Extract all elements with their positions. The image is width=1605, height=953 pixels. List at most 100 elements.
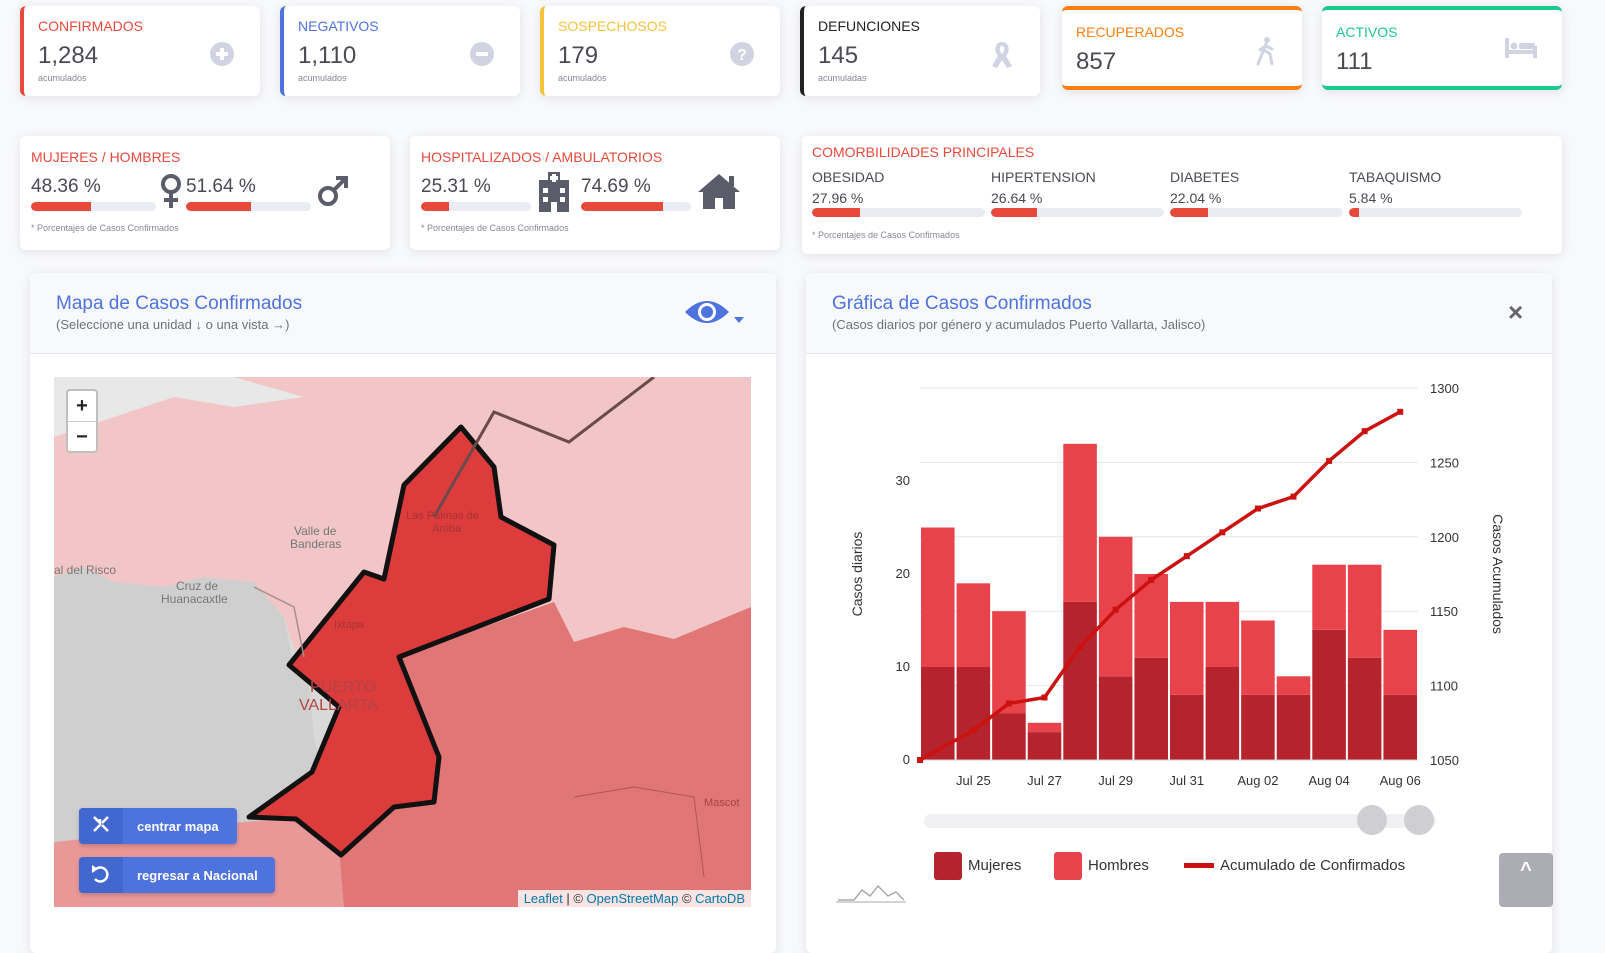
bar-hombres bbox=[1241, 620, 1275, 695]
return-national-label: regresar a Nacional bbox=[137, 868, 258, 883]
leaflet-link[interactable]: Leaflet bbox=[523, 891, 563, 906]
comorbidity-value: 27.96 % bbox=[812, 190, 864, 206]
point-acumulado bbox=[1077, 643, 1084, 650]
y-tick-label: 10 bbox=[896, 659, 910, 674]
point-acumulado bbox=[1254, 505, 1261, 512]
caret-down-icon bbox=[734, 317, 744, 323]
comorbidity-bar bbox=[991, 208, 1164, 217]
range-slider-handle-right[interactable] bbox=[1404, 805, 1434, 835]
stat-value: 1,284 bbox=[38, 42, 99, 69]
stat-card-recuperados: RECUPERADOS 857 bbox=[1062, 6, 1302, 90]
bar-hombres bbox=[992, 611, 1026, 714]
gender-note: * Porcentajes de Casos Confirmados bbox=[31, 223, 179, 233]
x-tick-label: Aug 06 bbox=[1380, 773, 1421, 788]
gender-card: MUJERES / HOMBRES 48.36 % 51.64 % * Porc… bbox=[20, 136, 390, 250]
point-acumulado bbox=[1005, 700, 1012, 707]
bar-mujeres bbox=[1276, 694, 1311, 760]
bar-mujeres bbox=[1205, 667, 1240, 760]
point-acumulado bbox=[1290, 493, 1297, 500]
bar-hombres bbox=[921, 527, 955, 667]
place-label: Huanacaxtle bbox=[161, 592, 228, 606]
map-panel-header: Mapa de Casos Confirmados (Seleccione un… bbox=[30, 273, 776, 354]
x-tick-label: Aug 04 bbox=[1308, 773, 1349, 788]
stat-subtitle: acumulados bbox=[298, 73, 347, 83]
ambulatory-bar bbox=[581, 202, 691, 211]
cases-chart: 0 10 20 30 1050 1100 1150 1200 1250 1300 Jul 25 Jul… bbox=[849, 381, 1506, 788]
osm-link[interactable]: OpenStreetMap bbox=[586, 891, 679, 906]
legend-label-mujeres[interactable]: Mujeres bbox=[968, 857, 1022, 874]
comorbidity-label: HIPERTENSION bbox=[991, 169, 1096, 185]
bar-mujeres bbox=[992, 713, 1026, 760]
center-map-button[interactable]: centrar mapa bbox=[79, 808, 237, 844]
zoom-out-button[interactable]: − bbox=[76, 426, 88, 448]
gender-title: MUJERES / HOMBRES bbox=[31, 149, 181, 165]
ambulatory-percentage: 74.69 % bbox=[581, 176, 651, 197]
comorbidities-title: COMORBILIDADES PRINCIPALES bbox=[812, 144, 1035, 160]
range-slider-handle-left[interactable] bbox=[1357, 805, 1387, 835]
women-bar bbox=[31, 202, 156, 211]
place-label: Cruz de bbox=[176, 579, 219, 593]
stat-value: 857 bbox=[1076, 48, 1117, 75]
map-panel-subtitle: (Seleccione una unidad ↓ o una vista →) bbox=[56, 317, 290, 332]
stat-title: SOSPECHOSOS bbox=[558, 18, 667, 34]
question-circle-icon: ? bbox=[728, 40, 756, 73]
legend-swatch-acumulado[interactable] bbox=[1184, 863, 1214, 868]
return-national-button[interactable]: regresar a Nacional bbox=[79, 857, 275, 893]
stat-value: 111 bbox=[1336, 48, 1373, 75]
legend-swatch-mujeres[interactable] bbox=[934, 852, 962, 880]
y2-tick-label: 1300 bbox=[1430, 381, 1459, 396]
undo-icon bbox=[92, 865, 109, 883]
stat-title: RECUPERADOS bbox=[1076, 24, 1185, 40]
comorbidity-label: TABAQUISMO bbox=[1349, 169, 1442, 185]
y2-tick-label: 1250 bbox=[1430, 455, 1459, 470]
stat-subtitle: acumuladas bbox=[818, 73, 867, 83]
stat-title: CONFIRMADOS bbox=[38, 18, 143, 34]
bar-hombres bbox=[1027, 722, 1062, 733]
range-slider-track[interactable] bbox=[924, 814, 1436, 828]
legend-label-acumulado[interactable]: Acumulado de Confirmados bbox=[1220, 857, 1406, 874]
line-acumulado bbox=[919, 410, 1402, 762]
x-tick-label: Aug 02 bbox=[1237, 773, 1278, 788]
point-acumulado bbox=[1148, 576, 1155, 583]
bar-mujeres bbox=[956, 667, 991, 760]
point-acumulado bbox=[1397, 408, 1404, 415]
compress-icon bbox=[93, 816, 109, 832]
x-tick-label: Jul 27 bbox=[1027, 773, 1062, 788]
comorbidity-bar bbox=[1349, 208, 1522, 217]
legend-label-hombres[interactable]: Hombres bbox=[1088, 857, 1149, 874]
stat-card-confirmados: CONFIRMADOS 1,284 acumulados bbox=[20, 6, 260, 96]
comorbidity-bar bbox=[1170, 208, 1343, 217]
home-icon bbox=[696, 172, 742, 215]
stat-subtitle: acumulados bbox=[38, 73, 87, 83]
center-map-label: centrar mapa bbox=[137, 819, 219, 834]
chart-panel-header: Gráfica de Casos Confirmados (Casos diar… bbox=[806, 273, 1552, 354]
place-label: Ixtapa bbox=[334, 619, 364, 631]
hospital-title: HOSPITALIZADOS / AMBULATORIOS bbox=[421, 149, 663, 165]
map-panel-title: Mapa de Casos Confirmados bbox=[56, 293, 303, 314]
view-dropdown[interactable] bbox=[684, 295, 748, 331]
stat-card-activos: ACTIVOS 111 bbox=[1322, 6, 1562, 90]
bar-mujeres bbox=[1312, 629, 1346, 760]
x-tick-label: Jul 25 bbox=[956, 773, 991, 788]
y-tick-label: 0 bbox=[903, 752, 910, 767]
zoom-in-button[interactable]: + bbox=[68, 391, 96, 422]
chart-zoom-icon[interactable] bbox=[836, 882, 906, 909]
bar-mujeres bbox=[1098, 676, 1133, 760]
stat-card-defunciones: DEFUNCIONES 145 acumuladas bbox=[800, 6, 1040, 96]
place-label: Arriba bbox=[432, 523, 462, 535]
hospitalized-percentage: 25.31 % bbox=[421, 176, 491, 197]
scroll-top-button[interactable]: ^ bbox=[1499, 853, 1553, 907]
stat-card-negativos: NEGATIVOS 1,110 acumulados bbox=[280, 6, 520, 96]
chart-panel-title: Gráfica de Casos Confirmados bbox=[832, 293, 1092, 314]
eye-icon bbox=[685, 301, 744, 323]
comorbidity-bar bbox=[812, 208, 985, 217]
cartodb-link[interactable]: CartoDB bbox=[695, 891, 745, 906]
bar-hombres bbox=[1205, 601, 1240, 667]
legend-swatch-hombres[interactable] bbox=[1054, 852, 1082, 880]
men-percentage: 51.64 % bbox=[186, 176, 256, 197]
map-area[interactable]: Valle de Banderas al del Risco Cruz de H… bbox=[54, 377, 751, 907]
comorbidities-card: COMORBILIDADES PRINCIPALES OBESIDAD 27.96… bbox=[802, 136, 1562, 254]
map-attribution: Leaflet | © OpenStreetMap © CartoDB bbox=[517, 890, 751, 907]
close-button[interactable]: × bbox=[1508, 297, 1524, 327]
bar-mujeres bbox=[1170, 694, 1204, 760]
